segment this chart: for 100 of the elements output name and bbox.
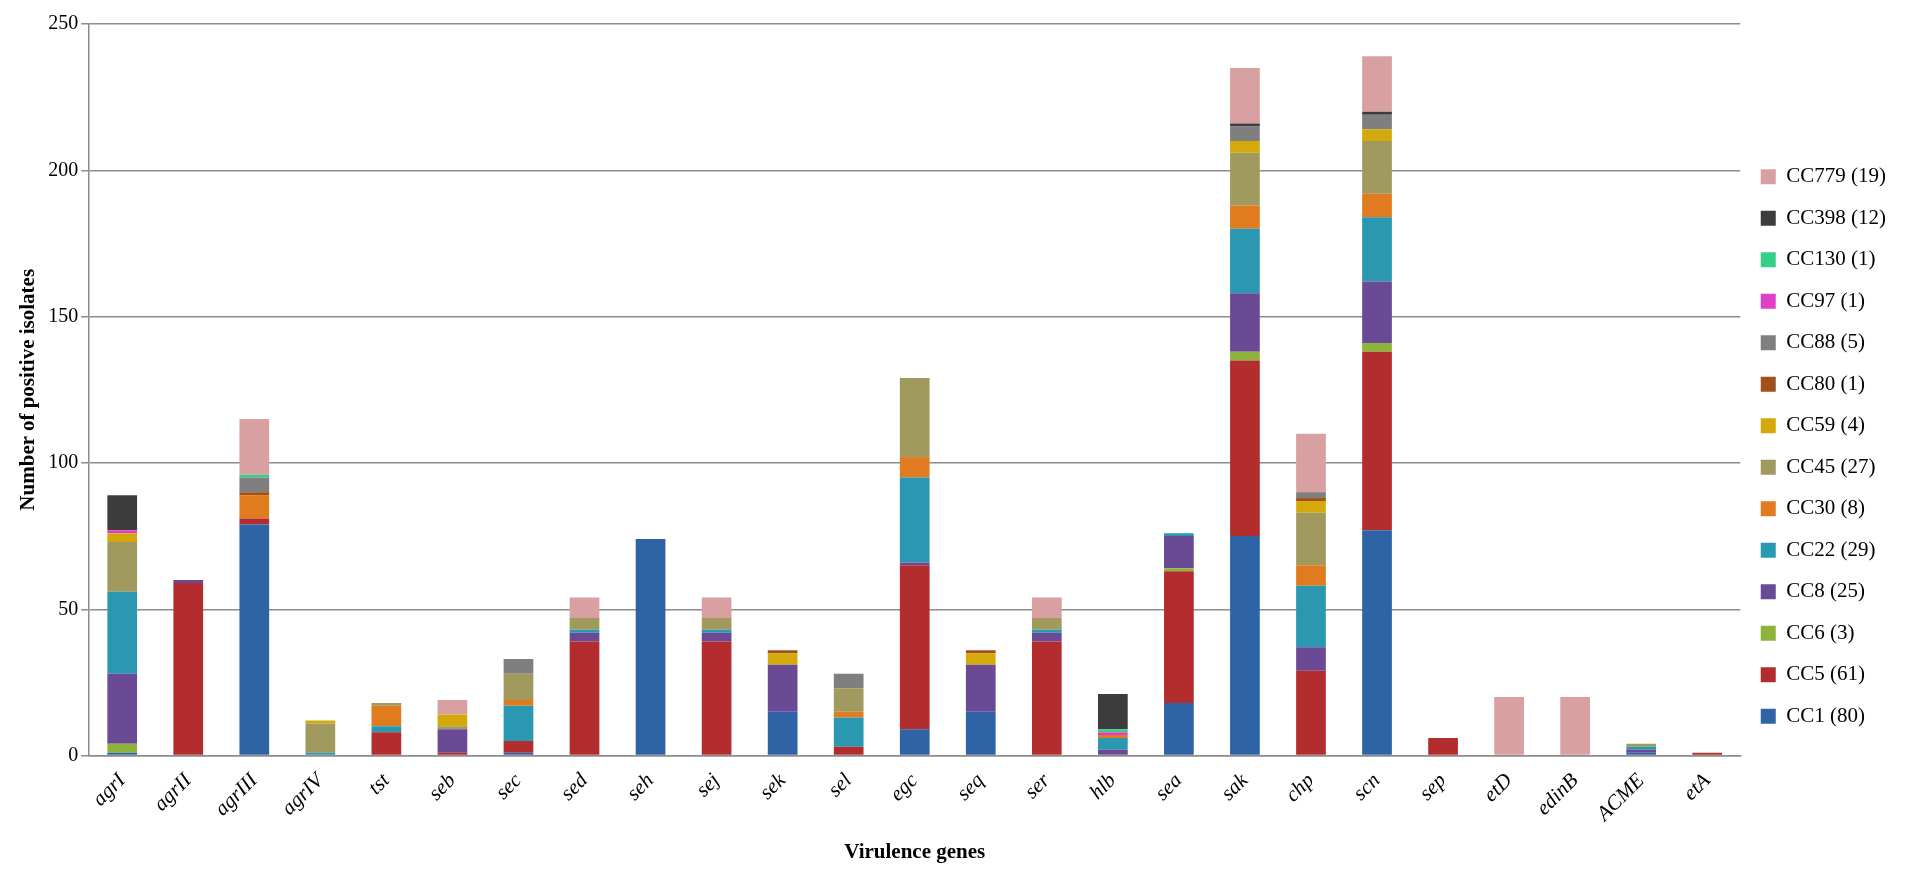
bar: [899, 477, 930, 563]
bar: [1362, 193, 1392, 218]
bar: [107, 673, 138, 744]
bar: [239, 492, 270, 496]
bar: [1164, 568, 1194, 572]
x-tick-label: etA: [1677, 767, 1715, 805]
legend-label: CC779 (19): [1786, 163, 1887, 188]
legend-label: CC80 (1): [1786, 370, 1866, 395]
legend-label: CC30 (8): [1786, 495, 1866, 520]
bar: [239, 524, 270, 755]
bar: [1230, 536, 1260, 755]
bar: [1164, 536, 1194, 569]
x-tick-label: ser: [1019, 767, 1055, 804]
legend-label: CC6 (3): [1786, 619, 1855, 644]
x-tick-label: sak: [1215, 767, 1253, 805]
bar: [1031, 629, 1062, 633]
bar: [107, 591, 138, 674]
bar: [503, 740, 534, 753]
y-tick-label: 50: [58, 596, 79, 619]
bar: [1494, 697, 1524, 755]
bar: [1296, 512, 1326, 566]
x-tick-label: etD: [1478, 767, 1517, 807]
bar: [503, 659, 534, 674]
legend-label: CC5 (61): [1786, 661, 1866, 686]
bar: [965, 650, 996, 654]
bar: [107, 541, 138, 592]
bar: [173, 582, 204, 755]
bar: [569, 597, 600, 619]
bar: [635, 539, 666, 755]
bar: [1296, 565, 1326, 586]
bar: [1296, 500, 1326, 513]
legend-label: CC130 (1): [1786, 246, 1876, 271]
x-tick-label: sed: [555, 767, 593, 805]
x-tick-label: hlb: [1084, 767, 1121, 804]
bar: [1362, 351, 1392, 531]
legend-label: CC1 (80): [1786, 702, 1866, 727]
bar: [899, 457, 930, 478]
y-tick-label: 200: [48, 157, 79, 180]
bar: [1362, 281, 1392, 343]
x-tick-label: sea: [1149, 767, 1187, 805]
bar: [305, 723, 336, 753]
bar: [899, 562, 930, 566]
y-tick-label: 150: [48, 303, 79, 326]
bar: [833, 711, 864, 718]
bar: [767, 653, 798, 665]
bar: [1362, 114, 1392, 130]
bar: [1164, 533, 1194, 537]
y-tick-label: 100: [48, 450, 79, 473]
legend-label: CC59 (4): [1786, 412, 1866, 437]
x-tick-label: scn: [1347, 767, 1385, 805]
x-tick-label: seq: [951, 767, 989, 805]
bar: [1097, 749, 1128, 755]
bar: [107, 495, 138, 531]
x-tick-label: agrI: [87, 767, 131, 811]
bar: [437, 699, 468, 715]
bar: [833, 673, 864, 689]
legend-label: CC97 (1): [1786, 287, 1866, 312]
x-tick-label: sec: [489, 767, 527, 804]
bar: [1031, 641, 1062, 755]
bar: [1031, 618, 1062, 630]
bar: [767, 650, 798, 654]
bar: [1230, 228, 1260, 294]
bar: [239, 477, 270, 493]
y-tick-label: 250: [48, 11, 79, 34]
bar: [1296, 670, 1326, 755]
bar: [1230, 360, 1260, 537]
bar: [1296, 498, 1326, 501]
bar: [371, 726, 402, 733]
bar: [371, 705, 402, 727]
x-tick-label: egc: [884, 767, 923, 806]
bar: [1031, 632, 1062, 642]
bar: [701, 618, 732, 630]
bar: [701, 597, 732, 619]
bar: [1296, 647, 1326, 671]
bar: [503, 705, 534, 741]
bar: [1031, 597, 1062, 619]
bar: [1692, 752, 1723, 755]
legend-label: CC398 (12): [1786, 204, 1887, 229]
bar: [1097, 738, 1128, 750]
bar: [437, 729, 468, 753]
bar: [305, 752, 336, 755]
bar: [833, 688, 864, 712]
y-axis-title: Number of positive isolates: [15, 268, 40, 511]
bar: [1296, 585, 1326, 648]
bar: [107, 533, 138, 542]
bar: [1296, 433, 1326, 493]
bar: [899, 378, 930, 458]
bar: [239, 495, 270, 519]
bar: [107, 752, 138, 755]
bar: [1164, 571, 1194, 703]
x-tick-label: sej: [690, 767, 725, 802]
bar: [1230, 152, 1260, 206]
bar: [1362, 129, 1392, 142]
bar: [503, 699, 534, 706]
bar: [173, 579, 204, 583]
bar: [701, 629, 732, 633]
bar: [1230, 67, 1260, 124]
bar: [371, 702, 402, 706]
bar: [1362, 111, 1392, 115]
bar: [1560, 697, 1590, 755]
